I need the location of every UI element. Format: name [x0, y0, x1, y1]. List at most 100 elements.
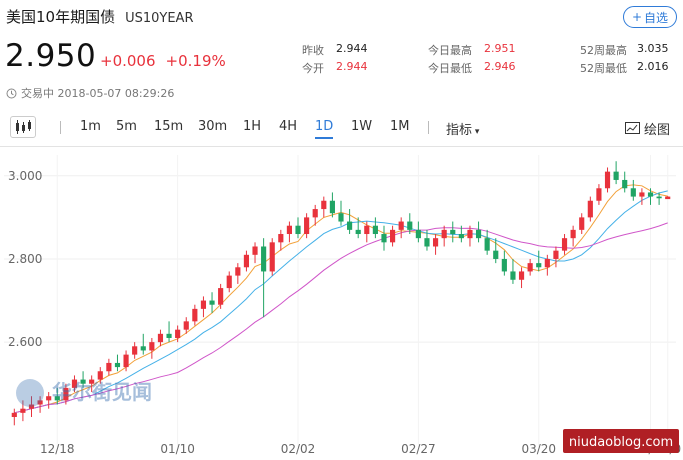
period-1d[interactable]: 1D — [315, 119, 334, 139]
period-1w[interactable]: 1W — [351, 119, 373, 134]
candle-body — [424, 238, 430, 247]
candlestick-chart: 2.600 2.800 3.000 12/18 01/10 02/02 02/27 03/20… — [4, 155, 681, 456]
open-label: 今开 — [302, 62, 324, 75]
add-to-watchlist-label: 自选 — [644, 10, 669, 25]
candle-body — [278, 234, 284, 243]
candle-body — [321, 200, 327, 210]
y-tick-label: 3.000 — [8, 169, 42, 183]
w52-low-value: 2.016 — [637, 60, 669, 73]
y-tick-label: 2.800 — [8, 252, 42, 266]
candle-body — [140, 346, 146, 351]
candle-body — [639, 192, 645, 197]
candle-body — [536, 263, 542, 268]
candle-body — [570, 229, 576, 239]
indicator-label: 指标 — [446, 123, 473, 138]
clock-icon — [6, 88, 17, 98]
toolbar-divider — [60, 121, 61, 134]
period-1m[interactable]: 1m — [80, 119, 101, 134]
candle-body — [226, 275, 232, 289]
candle-body — [209, 300, 215, 305]
watermark-text: 华尔街见闻 — [52, 380, 152, 404]
candle-body — [243, 254, 250, 268]
period-1mo[interactable]: 1M — [390, 119, 410, 134]
candle-body — [11, 412, 17, 417]
candle-body — [613, 171, 619, 180]
candle-body — [71, 379, 78, 388]
candle-body — [132, 346, 138, 355]
candlestick-icon — [16, 120, 31, 134]
chart-type-button[interactable] — [10, 116, 36, 138]
candle-body — [372, 225, 378, 235]
day-low-label: 今日最低 — [428, 62, 472, 75]
candle-body — [510, 271, 516, 280]
candle-body — [364, 225, 370, 235]
candle-body — [269, 242, 275, 272]
x-tick-label: 03/20 — [521, 442, 556, 456]
add-to-watchlist-button[interactable]: + 自选 — [623, 6, 677, 28]
change-percent: +0.19% — [165, 52, 226, 70]
period-5m[interactable]: 5m — [116, 119, 137, 134]
period-30m[interactable]: 30m — [198, 119, 228, 134]
candle-body — [20, 408, 26, 413]
w52-high-label: 52周最高 — [580, 44, 627, 57]
candle-body — [458, 234, 464, 239]
candle-body — [622, 179, 628, 189]
candle-body — [46, 396, 52, 401]
prev-close-label: 昨收 — [302, 44, 324, 57]
last-price: 2.950 — [5, 38, 97, 74]
candle-body — [37, 400, 43, 405]
price-chart[interactable]: 2.600 2.800 3.000 12/18 01/10 02/02 02/27 03/20… — [0, 146, 683, 460]
candle-body — [200, 300, 207, 309]
day-low-value: 2.946 — [484, 60, 516, 73]
candle-body — [235, 267, 241, 276]
trade-status-text: 交易中 2018-05-07 08:29:26 — [21, 87, 175, 100]
candle-body — [553, 250, 559, 259]
candle-body — [106, 362, 112, 372]
candle-body — [123, 354, 129, 368]
candle-body — [587, 200, 593, 218]
candle-body — [656, 196, 662, 199]
period-1h[interactable]: 1H — [243, 119, 262, 134]
instrument-code: US10YEAR — [125, 11, 194, 26]
candle-body — [166, 333, 172, 338]
candle-body — [252, 246, 258, 255]
candle-body — [355, 229, 361, 235]
candle-body — [484, 238, 490, 251]
ma10-line — [14, 190, 668, 414]
candle-body — [63, 387, 69, 401]
price-change: +0.006 +0.19% — [100, 52, 226, 70]
candle-body — [630, 188, 636, 197]
candle-body — [157, 333, 164, 343]
candle-body — [183, 321, 189, 330]
candle-body — [295, 225, 301, 235]
x-tick-label: 02/02 — [281, 442, 316, 456]
period-4h[interactable]: 4H — [279, 119, 298, 134]
candle-body — [381, 234, 387, 243]
candle-body — [390, 229, 396, 243]
plus-icon: + — [631, 10, 643, 24]
candle-body — [192, 308, 198, 322]
trade-status: 交易中 2018-05-07 08:29:26 — [6, 85, 174, 101]
candle-body — [432, 238, 439, 247]
w52-high-value: 3.035 — [637, 42, 669, 55]
draw-chart-icon — [625, 122, 640, 134]
candle-body — [647, 192, 654, 197]
candle-body — [329, 200, 335, 214]
candle-body — [518, 271, 525, 280]
watermark-logo — [16, 379, 44, 407]
candle-body — [28, 404, 35, 409]
candle-body — [501, 258, 507, 272]
ma20-line — [14, 222, 668, 414]
candle-body — [312, 209, 318, 218]
toolbar-divider — [428, 121, 429, 134]
period-15m[interactable]: 15m — [154, 119, 184, 134]
candle-body — [467, 229, 473, 239]
x-tick-label: 01/10 — [160, 442, 195, 456]
candle-body — [604, 171, 611, 189]
draw-tool-button[interactable]: 绘图 — [625, 119, 670, 138]
candle-body — [89, 379, 95, 384]
indicator-dropdown[interactable]: 指标 ▾ — [446, 119, 479, 138]
w52-low-label: 52周最低 — [580, 62, 627, 75]
candle-body — [407, 221, 413, 230]
candle-body — [579, 217, 585, 230]
